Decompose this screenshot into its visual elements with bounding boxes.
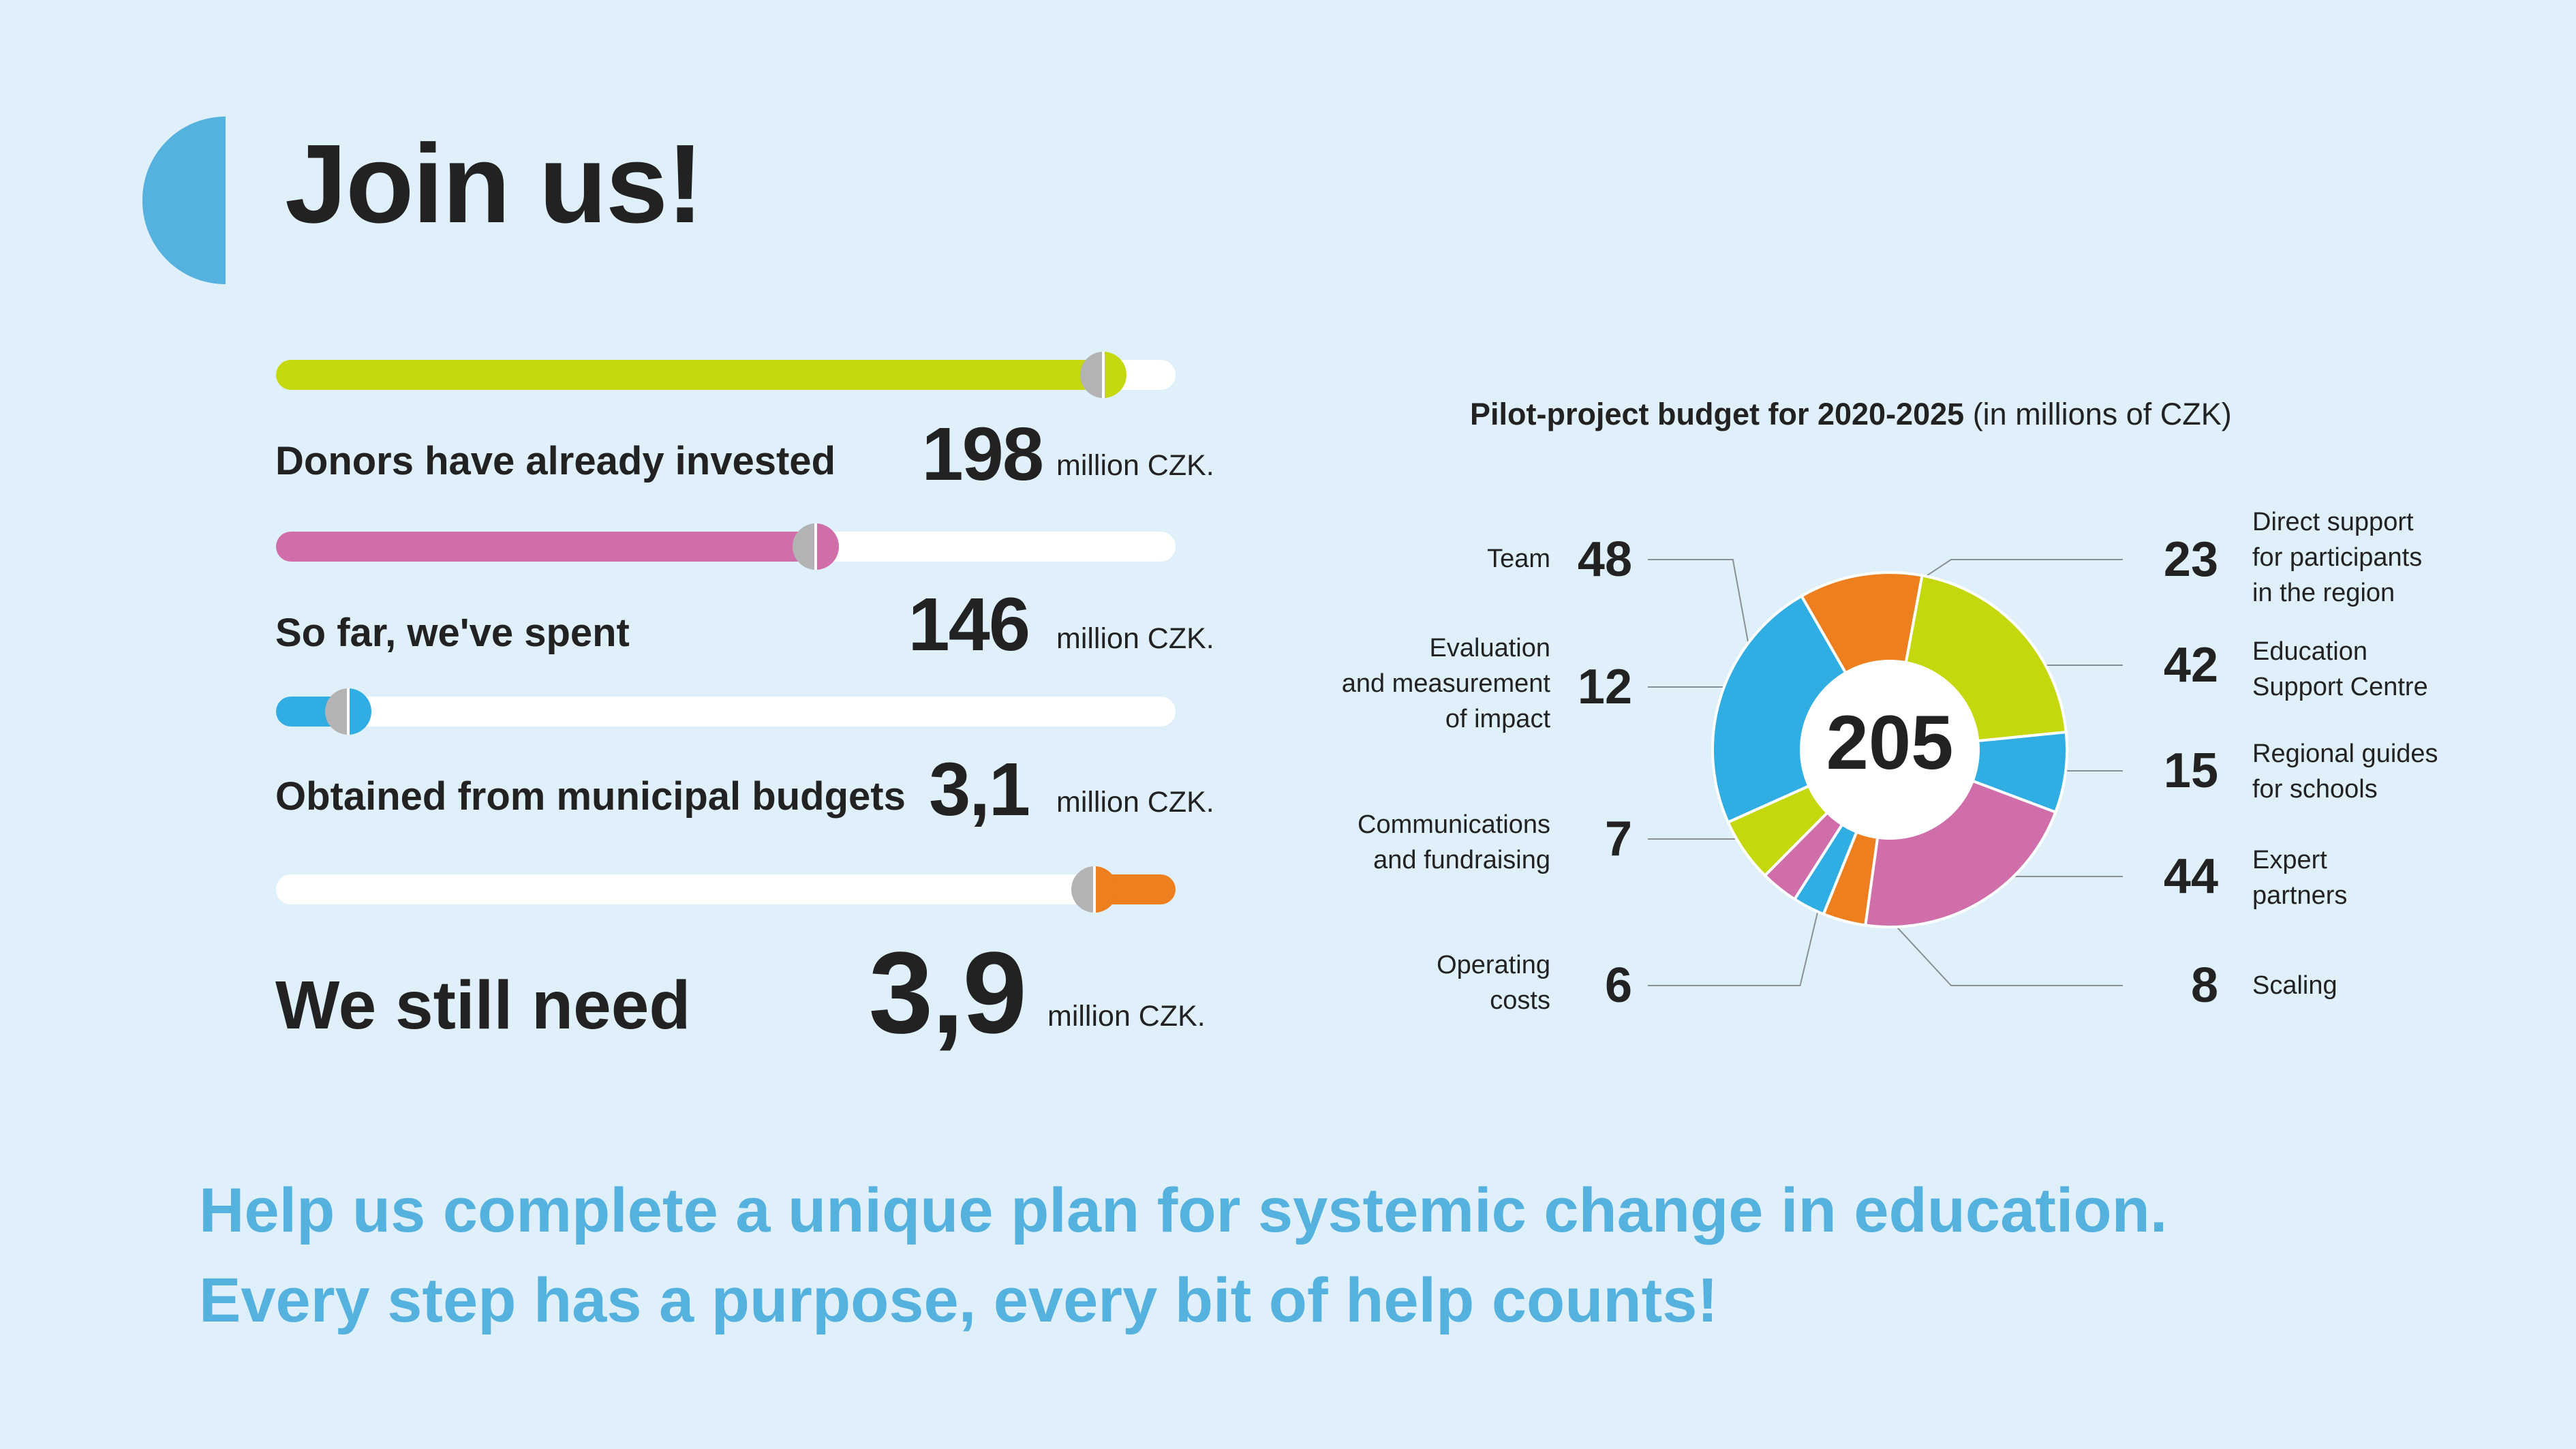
stat-unit: million CZK. xyxy=(1056,622,1214,655)
stat-label: Donors have already invested xyxy=(275,439,835,483)
legend-value: 6 xyxy=(1604,958,1632,1013)
legend-label-line: Evaluation xyxy=(1429,634,1550,662)
stat-label: Obtained from municipal budgets xyxy=(275,774,906,819)
legend-value: 23 xyxy=(2163,532,2218,587)
legend-label-line: Direct support xyxy=(2252,508,2414,536)
legend-label: Evaluation and measurement of impact xyxy=(1342,630,1550,737)
legend-value: 15 xyxy=(2163,744,2218,798)
legend-label: Direct support for participants in the reg… xyxy=(2252,504,2422,611)
legend-label-line: for schools xyxy=(2252,775,2378,804)
legend-label-line: for participants xyxy=(2252,543,2423,572)
legend-label-line: Regional guides xyxy=(2252,739,2438,768)
stat-label: We still need xyxy=(275,967,691,1043)
stat-amount: 198 xyxy=(921,412,1044,496)
chart-title-unit: (in millions of CZK) xyxy=(1972,397,2232,431)
legend-label: Operating costs xyxy=(1437,947,1550,1018)
stat-unit: million CZK. xyxy=(1056,449,1214,482)
chart-title-main: Pilot-project budget for 2020-2025 xyxy=(1470,397,1965,431)
progress-track xyxy=(276,352,1176,398)
legend-value: 12 xyxy=(1577,660,1632,714)
progress-fill xyxy=(276,532,816,562)
legend-label-line: of impact xyxy=(1445,705,1550,733)
progress-track xyxy=(276,523,1176,570)
legend-label: Regional guides for schools xyxy=(2252,736,2438,807)
legend-value: 44 xyxy=(2163,849,2218,904)
legend-label-line: partners xyxy=(2252,881,2348,910)
progress-track xyxy=(276,866,1176,913)
donut-center xyxy=(1800,660,1980,840)
stat-amount: 3,1 xyxy=(929,748,1030,832)
legend-label-line: Scaling xyxy=(2252,971,2337,1000)
legend-label: Communications and fundraising xyxy=(1358,807,1550,878)
progress-knob xyxy=(1080,352,1127,398)
progress-knob xyxy=(324,688,371,735)
legend-value: 8 xyxy=(2190,958,2218,1013)
legend-label-line: Team xyxy=(1487,545,1550,573)
page-title: Join us! xyxy=(285,121,704,246)
stat-unit: million CZK. xyxy=(1056,786,1214,819)
legend-label-line: and fundraising xyxy=(1373,846,1550,874)
stat-amount: 146 xyxy=(908,583,1030,667)
legend-value: 48 xyxy=(1577,532,1632,587)
legend-label-line: and measurement xyxy=(1341,669,1550,698)
legend-value: 7 xyxy=(1604,812,1632,866)
legend-label: Scaling xyxy=(2252,968,2337,1003)
chart-title: Pilot-project budget for 2020-2025 (in m… xyxy=(1470,399,2232,429)
legend-value: 42 xyxy=(2163,638,2218,692)
legend-label-line: Support Centre xyxy=(2252,673,2428,701)
legend-label-line: Expert xyxy=(2252,846,2327,874)
stat-label: So far, we've spent xyxy=(275,611,630,655)
progress-knob xyxy=(793,523,839,570)
stat-unit: million CZK. xyxy=(1047,1000,1206,1033)
legend-label: Expert partners xyxy=(2252,842,2347,913)
legend-label-line: Communications xyxy=(1358,810,1550,839)
stat-amount: 3,9 xyxy=(868,928,1027,1058)
call-to-action-line-1: Help us complete a unique plan for syste… xyxy=(199,1176,2168,1245)
donut-total-label: 205 xyxy=(1826,700,1954,785)
progress-fill xyxy=(276,360,1104,390)
legend-label: Education Support Centre xyxy=(2252,634,2428,705)
progress-track xyxy=(276,688,1176,735)
call-to-action: Help us complete a unique plan for syste… xyxy=(199,1165,2167,1345)
legend-label-line: Operating xyxy=(1437,951,1550,979)
legend-label-line: in the region xyxy=(2252,579,2395,607)
legend-label-line: Education xyxy=(2252,637,2368,666)
call-to-action-line-2: Every step has a purpose, every bit of h… xyxy=(199,1266,1719,1335)
legend-label: Team xyxy=(1487,541,1550,577)
progress-knob xyxy=(1071,866,1118,913)
legend-label-line: costs xyxy=(1490,986,1550,1015)
